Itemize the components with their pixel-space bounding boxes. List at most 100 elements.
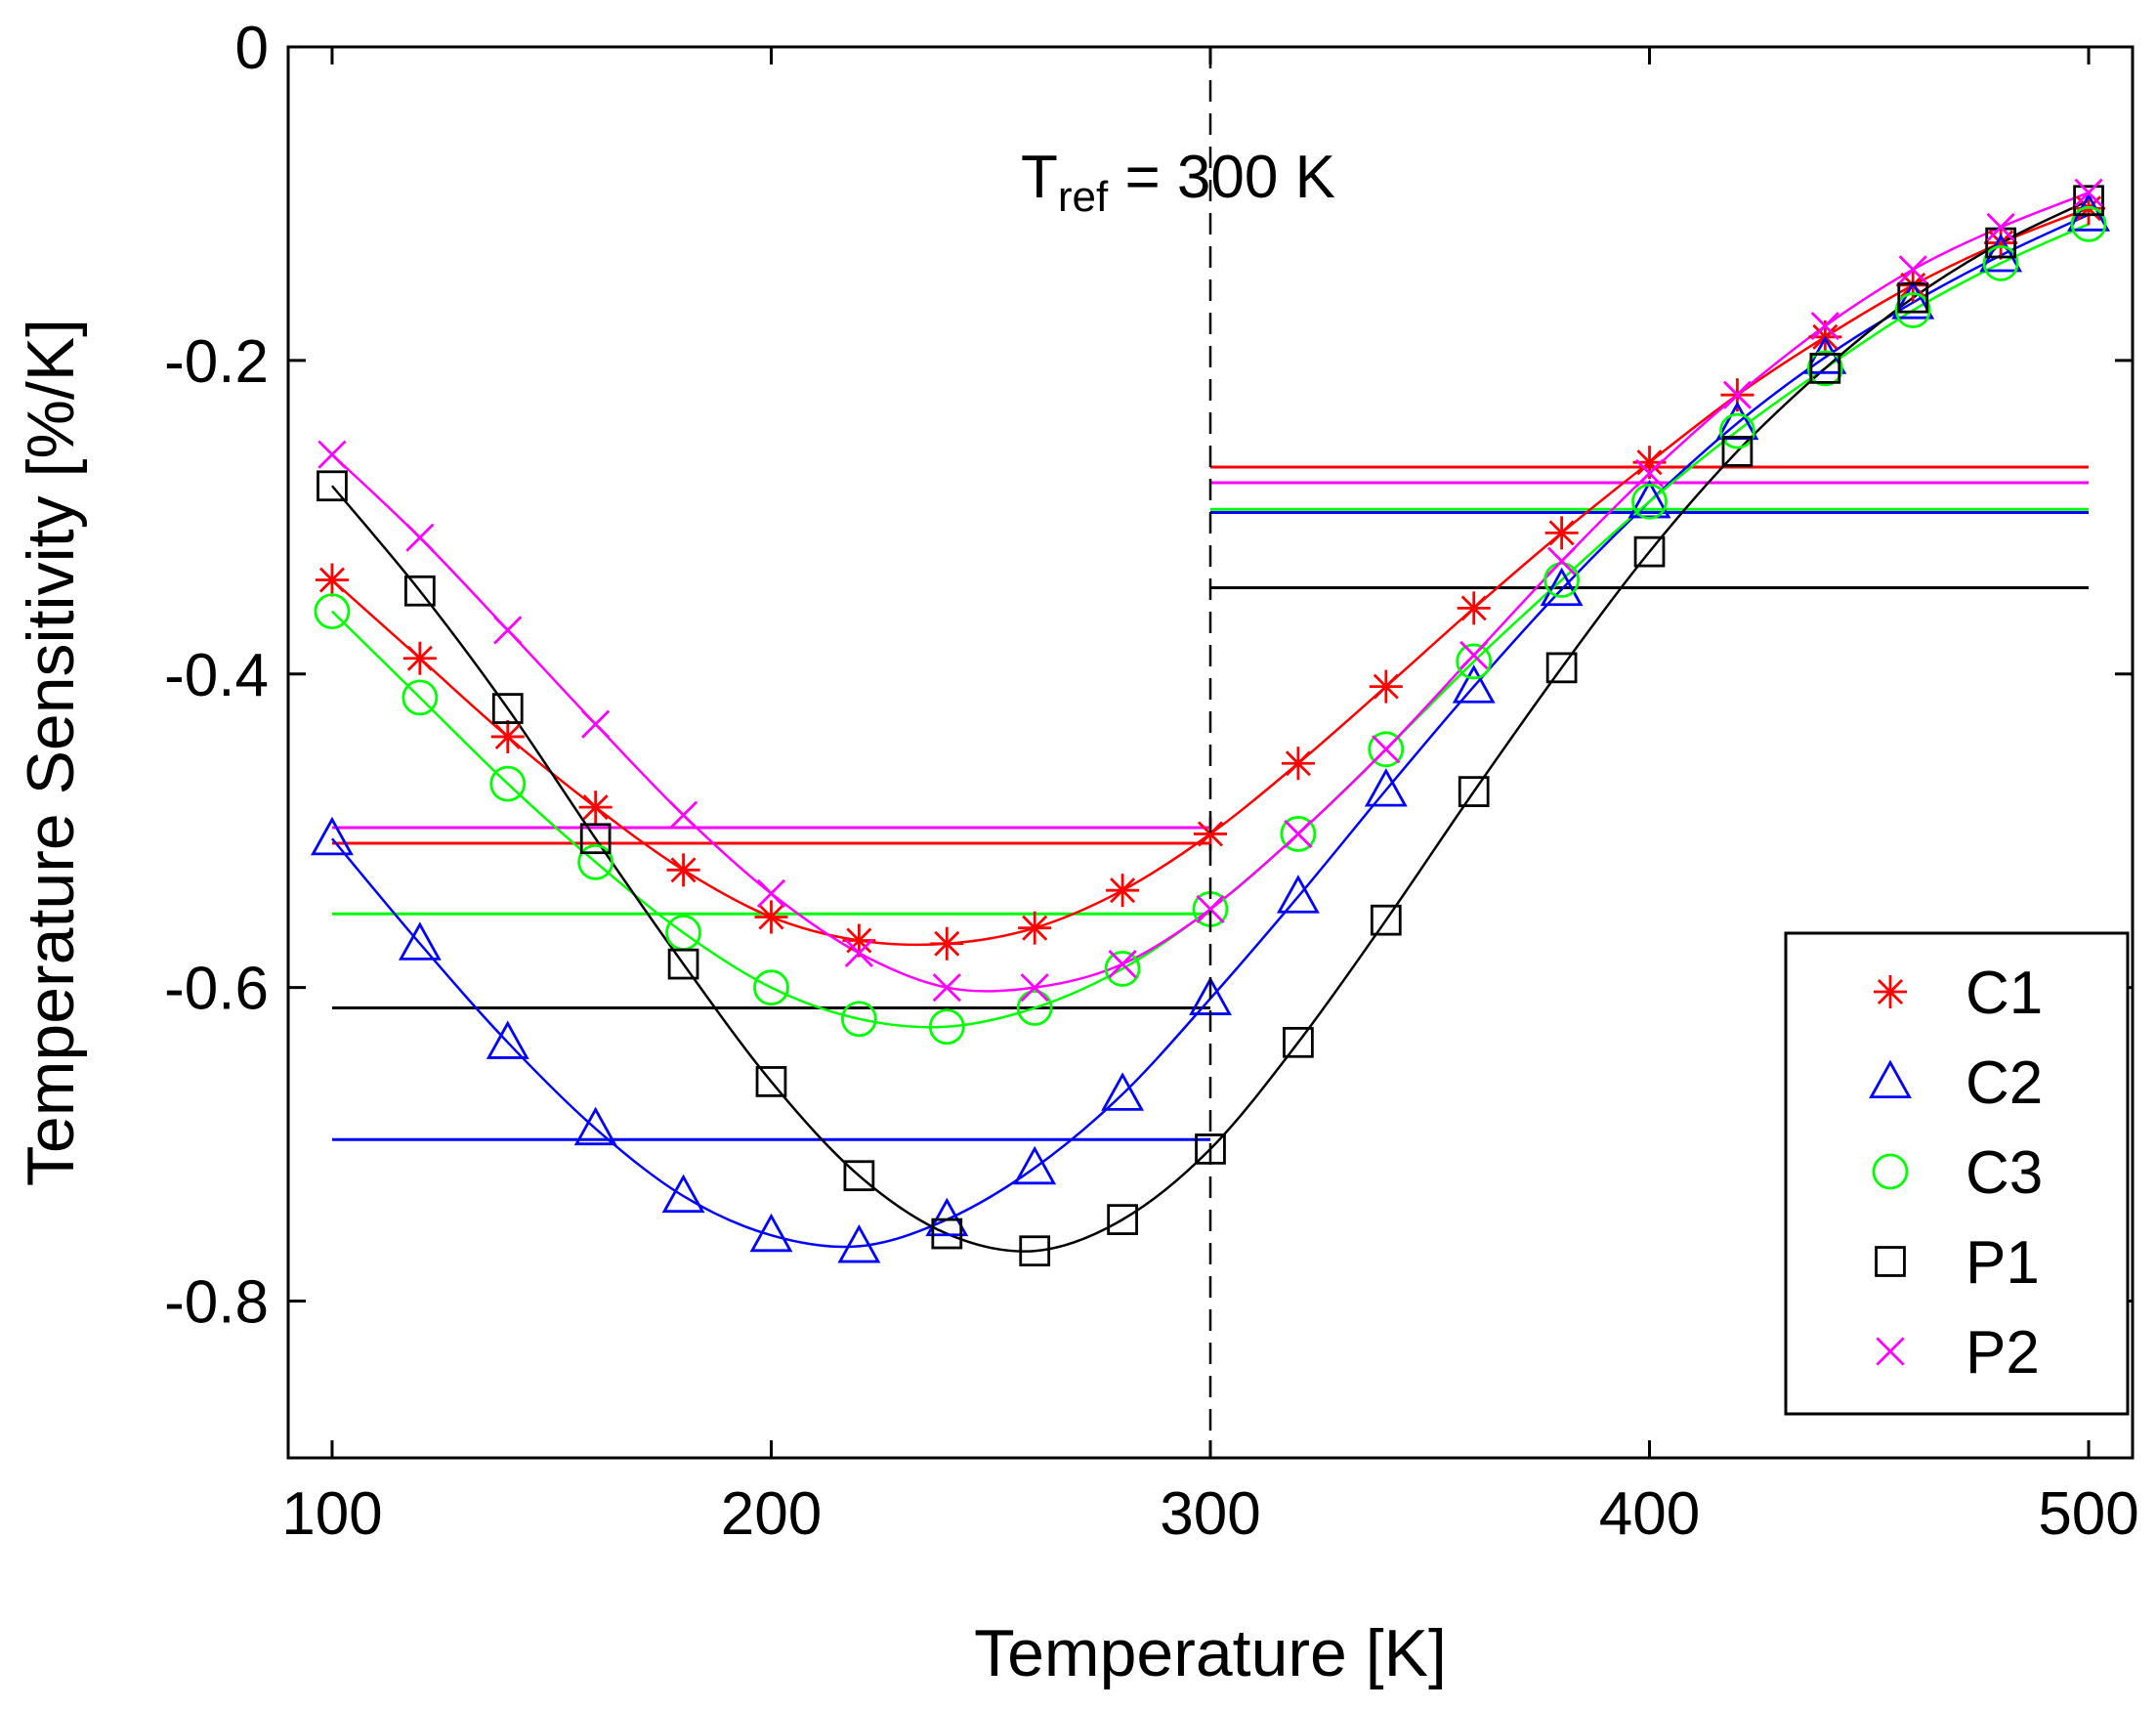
x-tick-label: 100 (281, 1480, 382, 1548)
data-point-c1 (1106, 874, 1140, 908)
x-tick-label: 200 (721, 1480, 822, 1548)
data-point-c3 (1456, 643, 1493, 680)
data-point-p1 (1458, 776, 1490, 807)
data-point-p1 (1370, 904, 1402, 936)
data-point-p2 (317, 440, 347, 469)
data-point-c2 (1101, 1072, 1145, 1111)
data-point-c2 (398, 921, 442, 961)
legend-marker-p2 (1876, 1337, 1905, 1366)
data-point-p2 (1196, 894, 1225, 924)
data-point-c3 (840, 1001, 877, 1038)
data-point-c2 (749, 1213, 793, 1253)
y-tick-label: -0.8 (164, 1269, 269, 1337)
y-axis-title: Temperature Sensitivity [%/K] (14, 319, 88, 1186)
data-point-p1 (404, 575, 436, 607)
data-point-c1 (754, 900, 788, 934)
data-point-p2 (1810, 312, 1839, 341)
y-tick-label: -0.4 (164, 642, 269, 709)
data-point-c3 (402, 679, 439, 716)
data-point-c3 (1894, 292, 1931, 328)
data-point-p2 (581, 709, 611, 739)
data-point-c1 (666, 853, 700, 887)
data-point-p1 (1897, 281, 1929, 314)
legend-label-c3: C3 (1966, 1139, 2043, 1207)
y-tick-label: -0.6 (164, 956, 269, 1023)
data-point-c2 (925, 1197, 969, 1237)
legend-marker-p1 (1875, 1246, 1906, 1277)
data-point-c1 (315, 563, 349, 597)
data-point-c1 (1281, 747, 1315, 781)
data-point-p2 (1108, 950, 1137, 979)
data-point-c2 (573, 1106, 617, 1146)
data-point-c1 (578, 790, 613, 825)
data-point-c2 (1364, 768, 1408, 807)
data-point-c3 (1104, 951, 1141, 987)
data-point-c2 (1540, 567, 1584, 607)
data-point-p2 (405, 523, 435, 552)
legend-marker-c2 (1869, 1059, 1912, 1099)
legend: C1 C2 C3 P1 P2 (1784, 931, 2130, 1416)
legend-label-p1: P1 (1966, 1229, 2040, 1297)
data-point-p2 (844, 938, 873, 967)
data-point-c1 (1369, 669, 1403, 704)
data-point-c3 (314, 593, 351, 629)
data-point-p1 (1107, 1204, 1138, 1235)
data-point-c3 (1280, 816, 1317, 852)
data-point-p2 (1020, 973, 1049, 1003)
annotation-rest: = 300 K (1108, 144, 1335, 211)
data-point-p2 (1459, 640, 1489, 670)
data-point-p1 (667, 948, 699, 980)
x-tick-label: 400 (1599, 1480, 1700, 1548)
y-axis-ticks: 0 -0.2 -0.4 -0.6 -0.8 (164, 15, 2133, 1337)
data-point-p1 (1809, 353, 1841, 384)
data-point-c1 (402, 641, 437, 675)
data-point-c2 (486, 1020, 529, 1059)
data-point-p1 (1283, 1026, 1314, 1058)
legend-label-p2: P2 (1966, 1319, 2040, 1387)
x-axis-title: Temperature [K] (974, 1616, 1447, 1690)
data-point-p2 (1722, 380, 1753, 409)
data-point-p2 (756, 878, 786, 908)
y-tick-label: -0.2 (164, 328, 269, 396)
data-point-p2 (1284, 819, 1313, 849)
data-point-c3 (489, 765, 527, 802)
data-point-p1 (931, 1218, 963, 1250)
data-point-c3 (1631, 483, 1668, 520)
data-point-p1 (1545, 652, 1578, 684)
legend-marker-c3 (1872, 1153, 1909, 1190)
data-point-c2 (1013, 1145, 1057, 1185)
data-point-c2 (837, 1223, 881, 1263)
data-point-c1 (490, 719, 525, 753)
data-point-c2 (1276, 875, 1320, 914)
data-point-p1 (2073, 185, 2104, 217)
data-point-c1 (1457, 591, 1491, 625)
data-point-p2 (1986, 212, 2015, 242)
data-point-p2 (932, 973, 961, 1003)
data-point-c3 (1368, 731, 1405, 768)
data-point-c3 (1719, 412, 1755, 449)
annotation-main: T (1021, 144, 1058, 211)
legend-box (1784, 931, 2130, 1416)
data-point-c3 (2070, 205, 2107, 242)
data-point-c3 (577, 843, 614, 880)
data-point-c3 (928, 1008, 965, 1046)
data-point-p2 (1634, 458, 1665, 488)
data-point-c2 (1452, 664, 1496, 704)
series-curve-c2 (330, 213, 2090, 1249)
data-point-p2 (668, 800, 698, 830)
data-point-c2 (1979, 233, 2023, 273)
data-point-p1 (491, 693, 524, 724)
data-point-p2 (2074, 178, 2103, 207)
data-point-p1 (843, 1160, 875, 1192)
data-point-c2 (661, 1174, 705, 1214)
annotation-sub: ref (1058, 173, 1109, 221)
data-point-c2 (311, 816, 354, 856)
data-point-c1 (930, 926, 964, 961)
data-point-c2 (2067, 192, 2110, 232)
data-point-p2 (1372, 735, 1401, 764)
data-point-p1 (317, 470, 348, 502)
legend-label-c2: C2 (1966, 1049, 2043, 1117)
data-point-c3 (1806, 350, 1843, 387)
data-point-p1 (579, 823, 612, 855)
